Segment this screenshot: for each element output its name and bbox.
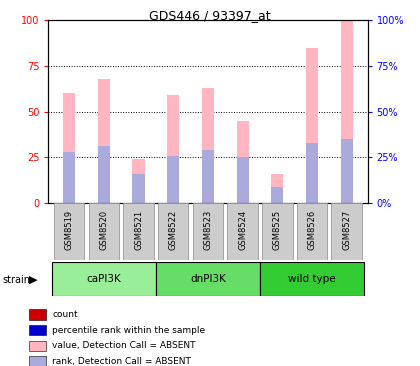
Bar: [52, 262, 156, 296]
Bar: [331, 203, 362, 260]
Bar: [306, 48, 318, 203]
Bar: [271, 187, 284, 203]
Bar: [193, 203, 223, 260]
Bar: [123, 203, 154, 260]
Bar: [63, 93, 75, 203]
Bar: [167, 156, 179, 203]
Text: ▶: ▶: [29, 275, 37, 285]
Bar: [341, 20, 353, 203]
Bar: [236, 157, 249, 203]
Text: GSM8521: GSM8521: [134, 210, 143, 250]
Text: GSM8523: GSM8523: [203, 210, 213, 250]
Text: value, Detection Call = ABSENT: value, Detection Call = ABSENT: [52, 341, 196, 350]
Text: caPI3K: caPI3K: [87, 274, 121, 284]
Text: GSM8525: GSM8525: [273, 210, 282, 250]
Bar: [260, 262, 364, 296]
Bar: [63, 152, 75, 203]
Bar: [156, 262, 260, 296]
Bar: [132, 159, 144, 203]
Text: strain: strain: [2, 275, 30, 285]
Bar: [236, 121, 249, 203]
Bar: [54, 203, 84, 260]
Bar: [227, 203, 258, 260]
Text: count: count: [52, 310, 78, 319]
Bar: [341, 139, 353, 203]
Bar: [98, 146, 110, 203]
Text: rank, Detection Call = ABSENT: rank, Detection Call = ABSENT: [52, 357, 192, 366]
Text: GSM8524: GSM8524: [238, 210, 247, 250]
Bar: [89, 203, 119, 260]
Text: GSM8519: GSM8519: [65, 210, 73, 250]
Bar: [167, 95, 179, 203]
Bar: [98, 79, 110, 203]
Bar: [262, 203, 293, 260]
Bar: [297, 203, 327, 260]
Bar: [132, 174, 144, 203]
Text: GSM8520: GSM8520: [99, 210, 108, 250]
Bar: [202, 150, 214, 203]
Text: GSM8526: GSM8526: [307, 210, 317, 250]
Bar: [202, 88, 214, 203]
Bar: [158, 203, 189, 260]
Text: percentile rank within the sample: percentile rank within the sample: [52, 326, 206, 335]
Bar: [306, 143, 318, 203]
Text: GSM8522: GSM8522: [169, 210, 178, 250]
Text: GSM8527: GSM8527: [342, 210, 351, 250]
Bar: [271, 174, 284, 203]
Text: wild type: wild type: [288, 274, 336, 284]
Text: dnPI3K: dnPI3K: [190, 274, 226, 284]
Text: GDS446 / 93397_at: GDS446 / 93397_at: [149, 9, 271, 22]
